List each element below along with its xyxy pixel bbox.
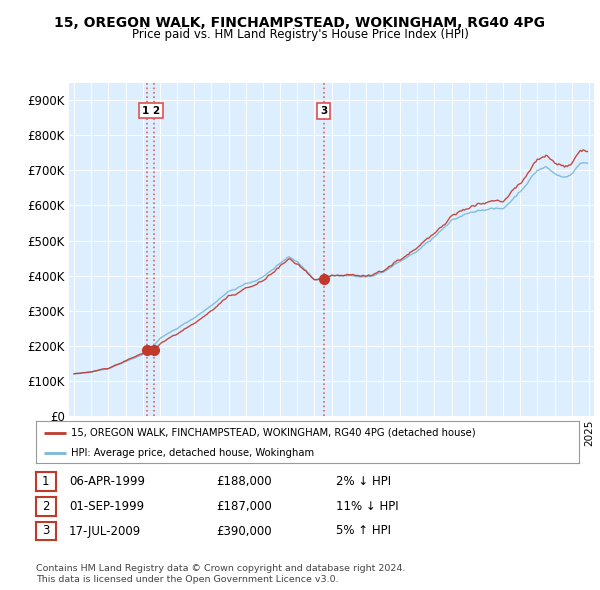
Text: 01-SEP-1999: 01-SEP-1999 (69, 500, 144, 513)
Text: 15, OREGON WALK, FINCHAMPSTEAD, WOKINGHAM, RG40 4PG: 15, OREGON WALK, FINCHAMPSTEAD, WOKINGHA… (55, 16, 545, 30)
Text: Contains HM Land Registry data © Crown copyright and database right 2024.: Contains HM Land Registry data © Crown c… (36, 565, 406, 573)
Text: 11% ↓ HPI: 11% ↓ HPI (336, 500, 398, 513)
Text: 1: 1 (42, 475, 50, 488)
Text: 5% ↑ HPI: 5% ↑ HPI (336, 525, 391, 537)
Text: £188,000: £188,000 (216, 475, 272, 488)
Text: 06-APR-1999: 06-APR-1999 (69, 475, 145, 488)
Text: 17-JUL-2009: 17-JUL-2009 (69, 525, 141, 537)
Text: £390,000: £390,000 (216, 525, 272, 537)
Text: 2% ↓ HPI: 2% ↓ HPI (336, 475, 391, 488)
Text: 3: 3 (42, 525, 50, 537)
Text: 1 2: 1 2 (142, 106, 160, 116)
Text: This data is licensed under the Open Government Licence v3.0.: This data is licensed under the Open Gov… (36, 575, 338, 584)
Text: 2: 2 (42, 500, 50, 513)
Text: £187,000: £187,000 (216, 500, 272, 513)
Text: 15, OREGON WALK, FINCHAMPSTEAD, WOKINGHAM, RG40 4PG (detached house): 15, OREGON WALK, FINCHAMPSTEAD, WOKINGHA… (71, 428, 476, 438)
Text: 3: 3 (320, 106, 327, 116)
Text: HPI: Average price, detached house, Wokingham: HPI: Average price, detached house, Woki… (71, 448, 314, 457)
Text: Price paid vs. HM Land Registry's House Price Index (HPI): Price paid vs. HM Land Registry's House … (131, 28, 469, 41)
